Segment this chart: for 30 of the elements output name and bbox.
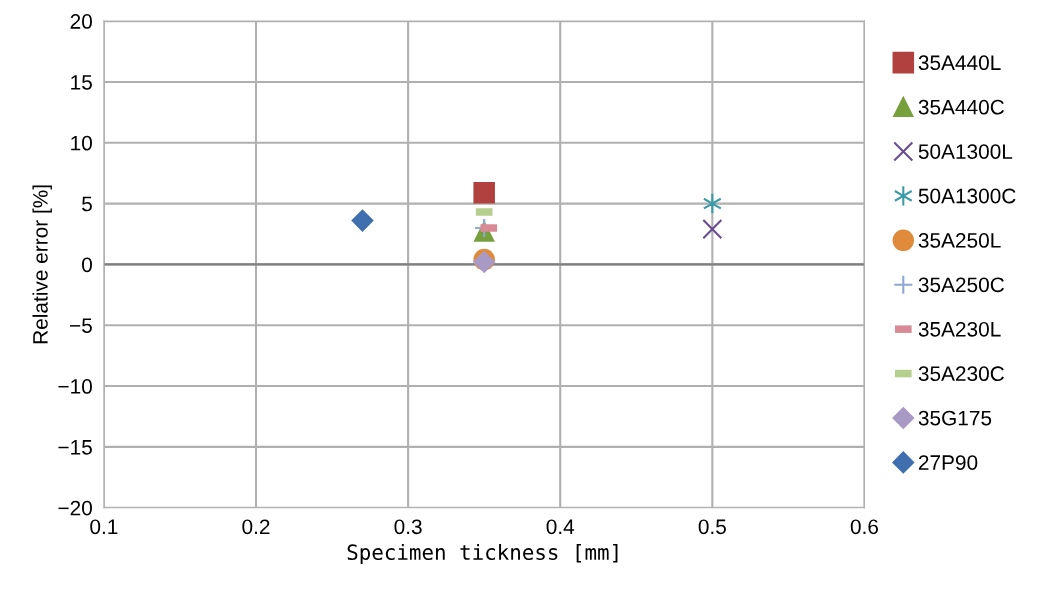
x-tick-label: 0.5 (698, 519, 726, 535)
y-tick-label: 5 (82, 196, 92, 212)
legend-label: 35G175 (918, 410, 992, 426)
legend-label: 35A250C (918, 277, 1004, 293)
point (702, 219, 723, 240)
point (351, 209, 374, 232)
legend-label: 35A440C (918, 99, 1004, 115)
x-tick-label: 0.2 (242, 519, 270, 535)
x-tick-label: 0.6 (850, 519, 879, 535)
y-tick-label: −15 (58, 440, 92, 455)
y-tick-label: 0 (82, 257, 92, 273)
point (473, 181, 495, 204)
x-tick-label: 0.4 (546, 519, 575, 535)
legend-label: 35A440L (918, 55, 1001, 71)
y-axis-title: Relative error [%] (32, 185, 52, 344)
legend-label: 35A230C (918, 366, 1004, 382)
x-tick-label: 0.1 (90, 519, 118, 535)
y-tick-label: −20 (58, 500, 92, 516)
legend-label: 35A250L (918, 233, 1001, 248)
legend-label: 50A1300C (918, 188, 1016, 204)
x-tick-label: 0.3 (394, 519, 422, 535)
y-tick-label: 15 (71, 75, 92, 90)
legend-label: 27P90 (918, 455, 978, 470)
legend-label: 35A230L (918, 321, 1001, 337)
legend-label: 50A1300L (918, 144, 1013, 159)
y-tick-label: 20 (70, 14, 92, 29)
y-tick-label: −5 (70, 318, 92, 333)
x-axis-title: Specimen tickness [mm] (347, 543, 618, 565)
y-tick-label: 10 (71, 135, 92, 151)
y-tick-label: −10 (58, 379, 92, 394)
